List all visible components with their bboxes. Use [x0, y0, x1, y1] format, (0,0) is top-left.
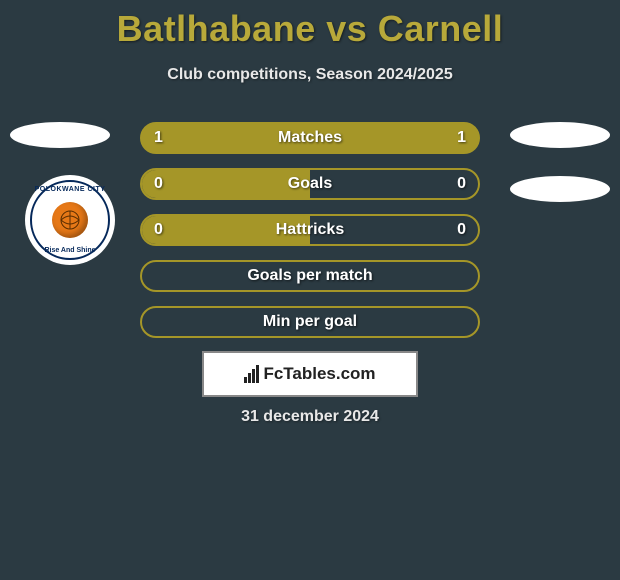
club-logo-bottom-text: Rise And Shine — [44, 247, 95, 254]
stat-left-value: 0 — [154, 175, 163, 193]
comparison-title: Batlhabane vs Carnell — [0, 0, 620, 50]
stat-row-matches: 1 Matches 1 — [140, 122, 480, 154]
brand-watermark: FcTables.com — [202, 351, 418, 397]
bar-chart-icon — [244, 365, 259, 383]
stat-label: Matches — [278, 129, 342, 147]
comparison-subtitle: Club competitions, Season 2024/2025 — [0, 66, 620, 84]
stat-row-hattricks: 0 Hattricks 0 — [140, 214, 480, 246]
stat-label: Hattricks — [276, 221, 344, 239]
club-logo: POLOKWANE CITY Rise And Shine — [25, 175, 115, 265]
club-logo-ball-icon — [52, 202, 88, 238]
stat-right-value: 1 — [457, 129, 466, 147]
player-right-marker-2 — [510, 176, 610, 202]
stat-right-value: 0 — [457, 221, 466, 239]
update-date: 31 december 2024 — [0, 408, 620, 426]
brand-text: FcTables.com — [263, 364, 375, 384]
stat-left-value: 1 — [154, 129, 163, 147]
stat-right-value: 0 — [457, 175, 466, 193]
club-logo-top-text: POLOKWANE CITY — [35, 186, 106, 193]
stats-container: 1 Matches 1 0 Goals 0 0 Hattricks 0 Goal… — [140, 122, 480, 352]
player-right-marker-1 — [510, 122, 610, 148]
stat-label: Goals — [288, 175, 332, 193]
stat-label: Min per goal — [263, 313, 357, 331]
stat-row-min-per-goal: Min per goal — [140, 306, 480, 338]
stat-row-goals: 0 Goals 0 — [140, 168, 480, 200]
player-left-marker — [10, 122, 110, 148]
stat-label: Goals per match — [247, 267, 372, 285]
stat-left-value: 0 — [154, 221, 163, 239]
stat-row-goals-per-match: Goals per match — [140, 260, 480, 292]
stat-fill — [142, 170, 310, 198]
